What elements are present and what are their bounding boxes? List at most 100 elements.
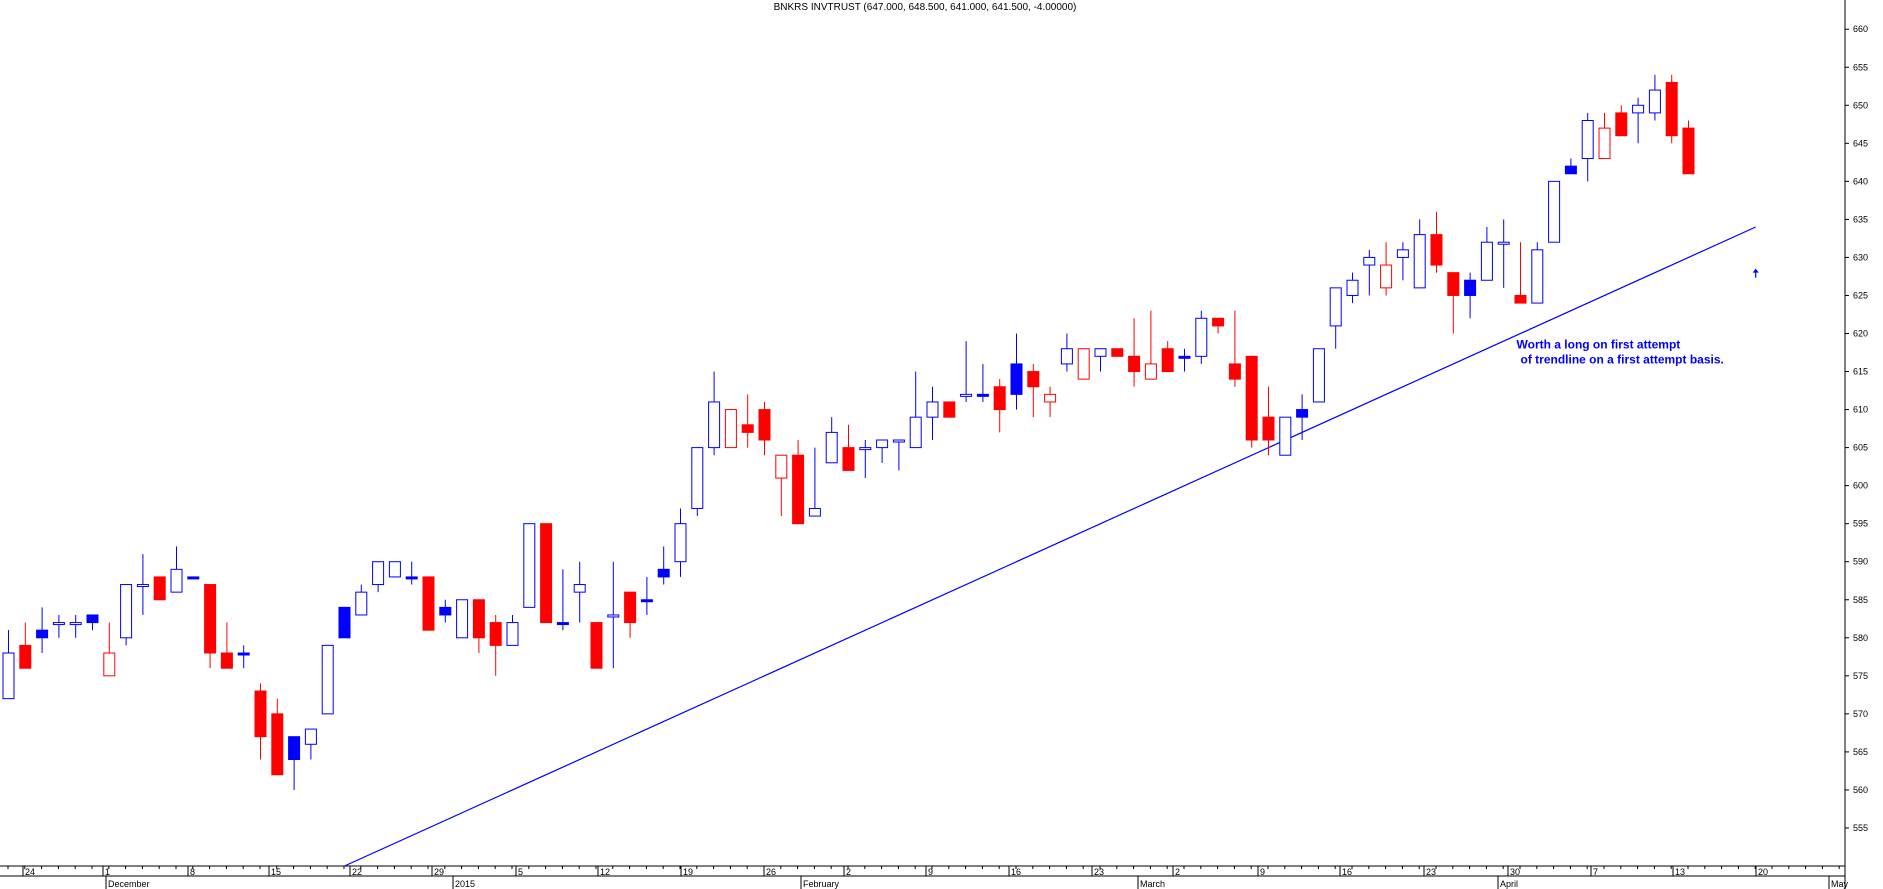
candle	[321, 644, 334, 715]
candle-body	[657, 568, 670, 578]
candles	[2, 74, 1695, 790]
candle-body	[1363, 256, 1376, 266]
candle	[204, 584, 217, 669]
candle-body	[859, 447, 872, 451]
candle-body	[439, 606, 452, 616]
candle	[86, 614, 99, 631]
candle-body	[1077, 348, 1090, 380]
candle-body	[1262, 416, 1275, 441]
candle	[103, 622, 116, 677]
candle	[1228, 310, 1241, 387]
candle	[506, 614, 519, 646]
candle	[1581, 112, 1594, 182]
candle	[1346, 272, 1359, 304]
candle-body	[1548, 180, 1561, 243]
candle-body	[1430, 234, 1443, 266]
candle-body	[1682, 127, 1695, 175]
candle	[876, 439, 889, 463]
candle	[1262, 386, 1275, 456]
y-tick-label: 570	[1853, 709, 1868, 719]
candle	[640, 576, 653, 615]
candle-body	[405, 576, 418, 580]
candle-body	[321, 644, 334, 715]
candle	[1094, 348, 1107, 372]
candle	[1665, 74, 1678, 144]
candle	[2, 630, 15, 700]
candle	[120, 584, 133, 646]
y-tick-label: 615	[1853, 367, 1868, 377]
candle-body	[372, 561, 385, 586]
candle-body	[304, 728, 317, 745]
candle	[372, 561, 385, 593]
candle	[741, 394, 754, 448]
candle	[624, 591, 637, 638]
candle-body	[422, 576, 435, 631]
x-month-label: March	[1140, 879, 1165, 889]
candle	[1396, 242, 1409, 281]
candle-body	[2, 652, 15, 700]
x-month-label: 2015	[455, 879, 475, 889]
candle	[691, 447, 704, 517]
candle-body	[103, 652, 116, 677]
candle	[1010, 333, 1023, 410]
x-day-label: 2	[846, 867, 851, 877]
candle-body	[1480, 241, 1493, 281]
candle	[1044, 386, 1057, 418]
candle-body	[153, 576, 166, 601]
candle	[439, 599, 452, 623]
candle	[355, 584, 368, 616]
candle-body	[1615, 112, 1628, 137]
candle-body	[825, 431, 838, 464]
candle	[892, 439, 905, 471]
x-month-label: December	[108, 879, 150, 889]
candle	[657, 546, 670, 585]
candle-body	[237, 652, 250, 656]
candle-body	[170, 568, 183, 593]
x-day-label: 12	[600, 867, 610, 877]
y-tick-label: 660	[1853, 24, 1868, 34]
candle-body	[1312, 348, 1325, 403]
candle-body	[960, 393, 973, 397]
candle	[153, 576, 166, 601]
y-tick-label: 605	[1853, 443, 1868, 453]
candle	[1279, 416, 1292, 456]
candle-body	[1245, 355, 1258, 441]
candle-body	[1044, 393, 1057, 403]
x-day-label: 16	[1342, 867, 1352, 877]
candle-body	[1497, 241, 1510, 245]
candle-body	[1632, 104, 1645, 114]
x-day-label: 23	[1426, 867, 1436, 877]
x-day-label: 29	[434, 867, 444, 877]
candle-body	[338, 606, 351, 639]
candle	[288, 736, 301, 790]
candle	[1430, 211, 1443, 273]
candle	[1615, 105, 1628, 137]
y-tick-label: 620	[1853, 329, 1868, 339]
y-tick-label: 595	[1853, 519, 1868, 529]
candle-body	[943, 401, 956, 418]
candle-body	[388, 561, 401, 578]
candle	[237, 645, 250, 669]
candle-body	[523, 523, 536, 608]
x-day-label: 9	[1260, 867, 1265, 877]
candle-body	[590, 622, 603, 669]
candle-body	[708, 401, 721, 449]
candle-body	[724, 409, 737, 449]
x-day-label: 7	[1593, 867, 1598, 877]
candle	[1077, 348, 1090, 380]
arrow-up-icon	[1752, 268, 1759, 278]
y-tick-label: 640	[1853, 176, 1868, 186]
candle-body	[909, 416, 922, 449]
candle	[1060, 333, 1073, 372]
candle	[607, 561, 620, 669]
annotation-line-1: Worth a long on first attempt	[1517, 338, 1681, 352]
candle-body	[607, 614, 620, 618]
candle-body	[456, 599, 469, 639]
candle-body	[741, 424, 754, 433]
candle-body	[1598, 127, 1611, 160]
candle	[1548, 180, 1561, 243]
candle-body	[674, 523, 687, 563]
y-tick-label: 630	[1853, 252, 1868, 262]
candle	[825, 417, 838, 464]
